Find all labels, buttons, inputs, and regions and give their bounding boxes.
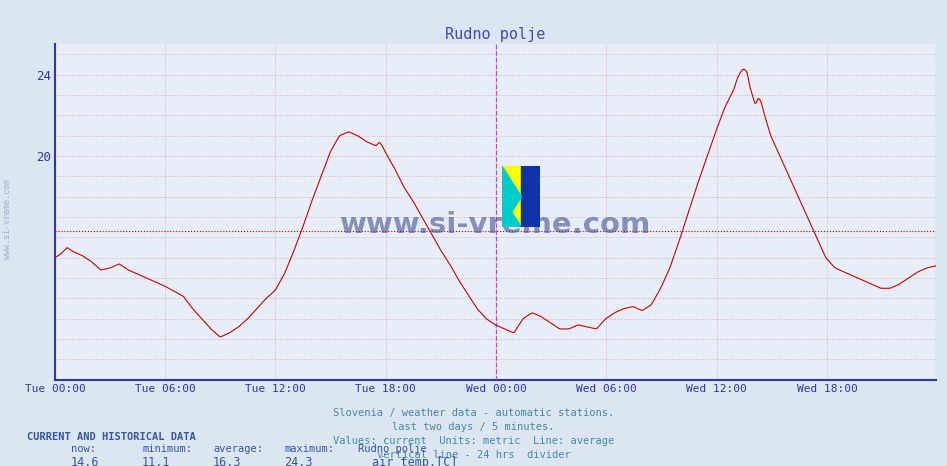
Text: minimum:: minimum: (142, 444, 192, 453)
Polygon shape (521, 166, 541, 227)
Title: Rudno polje: Rudno polje (445, 27, 545, 42)
Text: maximum:: maximum: (284, 444, 334, 453)
Text: 24.3: 24.3 (284, 456, 313, 466)
Text: CURRENT AND HISTORICAL DATA: CURRENT AND HISTORICAL DATA (27, 432, 195, 442)
Text: Values: current  Units: metric  Line: average: Values: current Units: metric Line: aver… (333, 436, 614, 445)
Text: average:: average: (213, 444, 263, 453)
Text: Rudno polje: Rudno polje (358, 444, 427, 453)
Text: 16.3: 16.3 (213, 456, 241, 466)
Text: air temp.[C]: air temp.[C] (372, 456, 457, 466)
Text: 14.6: 14.6 (71, 456, 99, 466)
Text: 11.1: 11.1 (142, 456, 170, 466)
Text: Slovenia / weather data - automatic stations.: Slovenia / weather data - automatic stat… (333, 408, 614, 418)
Text: vertical line - 24 hrs  divider: vertical line - 24 hrs divider (377, 450, 570, 459)
Text: www.si-vreme.com: www.si-vreme.com (340, 212, 651, 240)
Polygon shape (502, 166, 521, 227)
Polygon shape (502, 197, 521, 227)
Text: now:: now: (71, 444, 96, 453)
Text: www.si-vreme.com: www.si-vreme.com (3, 179, 12, 259)
Text: last two days / 5 minutes.: last two days / 5 minutes. (392, 422, 555, 432)
